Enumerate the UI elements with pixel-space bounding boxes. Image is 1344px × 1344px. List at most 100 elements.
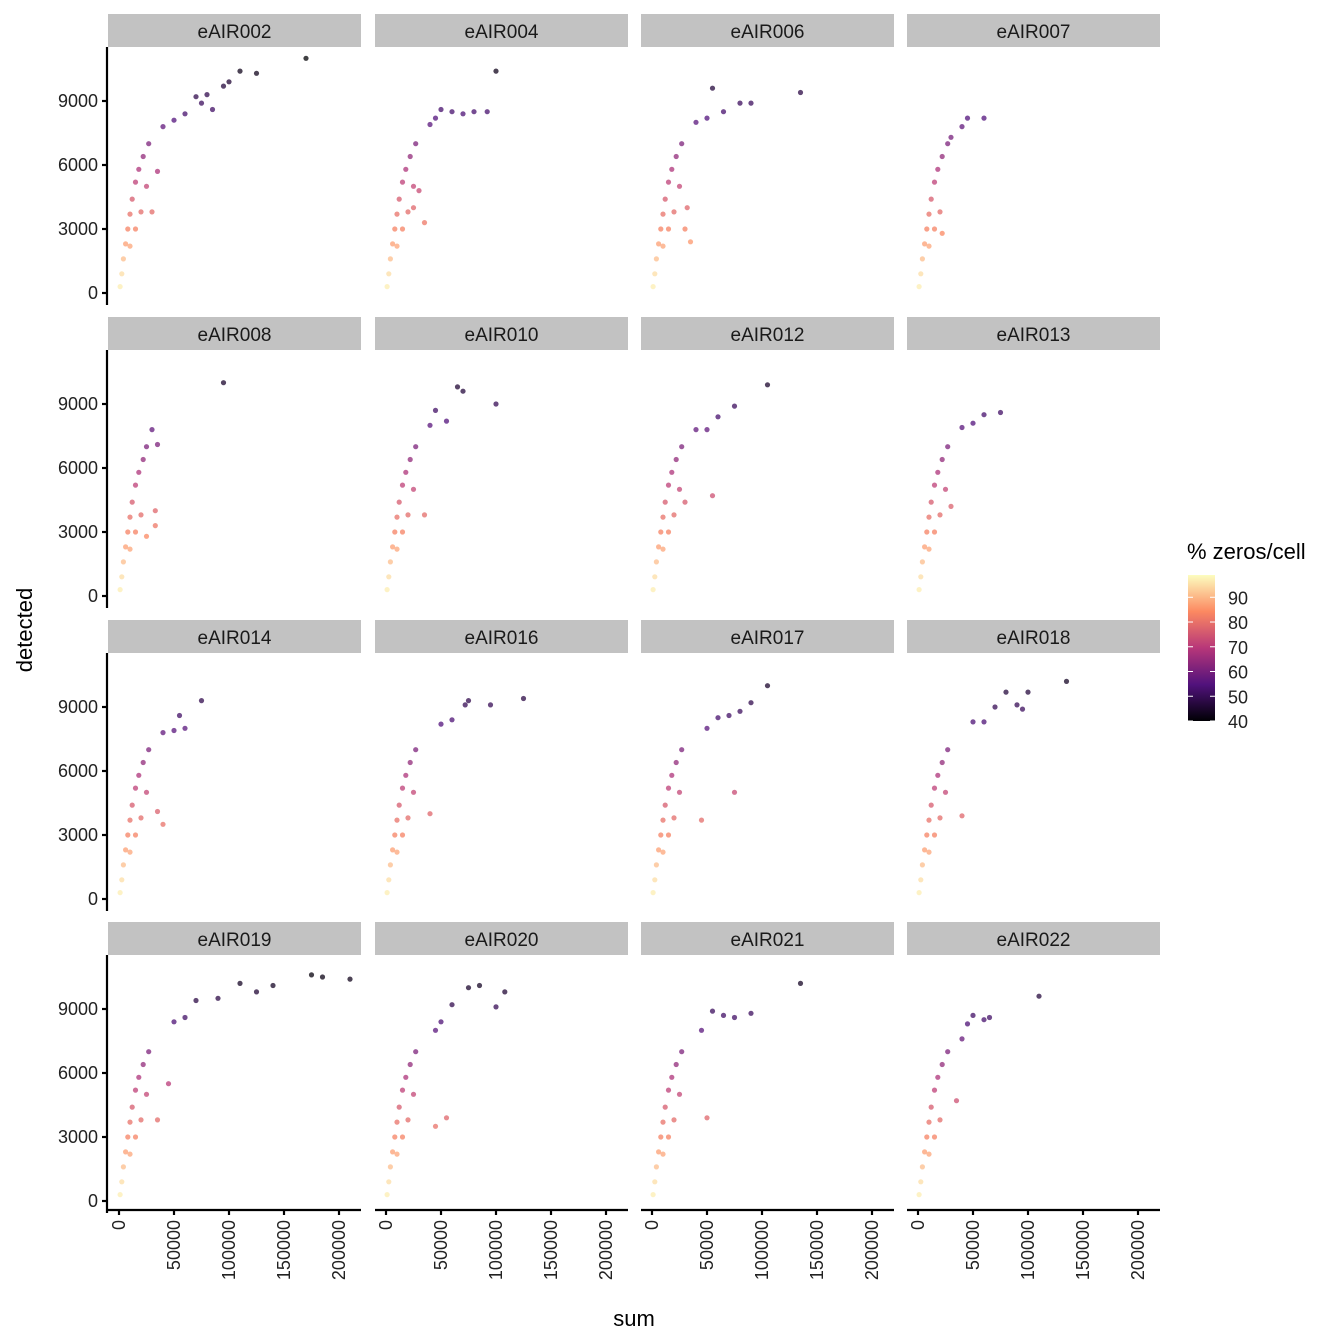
data-point: [119, 1179, 125, 1185]
y-tick-label: 0: [88, 586, 98, 606]
data-point: [390, 241, 396, 247]
data-point: [220, 83, 227, 89]
data-point: [919, 256, 926, 262]
x-tick-label: 50000: [697, 1220, 717, 1270]
data-point: [136, 1074, 142, 1080]
data-point: [143, 533, 150, 539]
data-point: [493, 401, 499, 407]
data-point: [918, 271, 924, 277]
data-point: [959, 1036, 965, 1042]
data-point: [270, 982, 276, 989]
data-point: [154, 441, 161, 448]
data-point: [684, 205, 690, 211]
y-tick-label: 3000: [58, 219, 98, 239]
data-point: [220, 380, 227, 386]
data-point: [138, 209, 144, 215]
facet-strip-label: eAIR010: [465, 325, 539, 346]
facet-panel-eAIR006: eAIR006: [641, 14, 894, 290]
data-point: [665, 1134, 672, 1140]
data-point: [926, 849, 932, 855]
data-point: [970, 420, 976, 426]
data-point: [653, 1164, 660, 1170]
data-point: [154, 1117, 161, 1123]
data-point: [127, 849, 133, 855]
data-point: [152, 523, 158, 529]
facet-panels: eAIR002 0 3000 6000 9000 eAIR004 eAIR006 eAIR00…: [58, 14, 1160, 1280]
data-point: [520, 695, 527, 702]
data-point: [396, 499, 402, 505]
facet-strip-label: eAIR006: [731, 22, 805, 43]
facet-strip: [375, 317, 628, 350]
data-point: [384, 890, 390, 896]
data-point: [443, 1115, 450, 1121]
data-point: [748, 700, 754, 706]
data-point: [922, 241, 928, 247]
data-point: [132, 226, 139, 232]
data-point: [394, 817, 400, 823]
data-point: [931, 482, 938, 488]
x-tick-label: 150000: [541, 1220, 561, 1280]
data-point: [427, 422, 433, 428]
data-point: [931, 529, 938, 535]
data-point: [660, 211, 666, 217]
data-point: [676, 1091, 683, 1097]
data-point: [764, 683, 771, 689]
data-point: [193, 997, 199, 1004]
data-point: [945, 444, 951, 450]
x-tick-label: 0: [109, 1220, 129, 1230]
data-point: [671, 512, 677, 518]
data-point: [394, 243, 400, 249]
x-tick-label: 50000: [164, 1220, 184, 1270]
data-point: [413, 444, 419, 450]
facet-strip-label: eAIR014: [198, 628, 272, 649]
facet-strip: [907, 922, 1160, 955]
data-point: [662, 499, 668, 505]
data-point: [970, 1012, 976, 1019]
x-tick-label: 150000: [807, 1220, 827, 1280]
facet-panel-eAIR010: eAIR010: [375, 317, 628, 593]
facet-panel-eAIR019: eAIR019 0 3000 6000 9000 0 50000 100000 150000 20…: [58, 922, 361, 1280]
data-point: [942, 789, 949, 795]
data-point: [964, 115, 971, 121]
data-point: [924, 1134, 930, 1140]
y-tick-label: 6000: [58, 1063, 98, 1083]
data-point: [143, 183, 150, 189]
data-point: [945, 141, 951, 147]
facet-strip: [907, 14, 1160, 47]
data-point: [704, 725, 710, 731]
data-point: [493, 1004, 499, 1010]
data-point: [715, 715, 721, 721]
data-point: [427, 121, 433, 128]
data-point: [660, 546, 666, 552]
data-point: [149, 427, 155, 433]
data-point: [399, 179, 406, 185]
data-point: [432, 115, 439, 121]
data-point: [1063, 678, 1070, 685]
data-point: [127, 211, 133, 217]
data-point: [926, 546, 932, 552]
data-point: [662, 1104, 668, 1110]
data-point: [1025, 689, 1031, 695]
data-point: [964, 1021, 971, 1027]
data-point: [709, 493, 716, 499]
facet-strip: [641, 14, 894, 47]
data-point: [928, 1104, 934, 1110]
data-point: [959, 813, 965, 819]
data-point: [916, 1192, 922, 1198]
data-point: [656, 1149, 662, 1155]
data-point: [405, 815, 411, 821]
y-tick-label: 9000: [58, 999, 98, 1019]
data-point: [924, 529, 930, 535]
facet-panel-eAIR008: eAIR008 0 3000 6000 9000: [58, 317, 361, 608]
data-point: [676, 486, 683, 492]
data-point: [154, 168, 161, 174]
data-point: [931, 179, 938, 185]
data-point: [319, 974, 326, 980]
legend-label: 50: [1228, 687, 1248, 707]
data-point: [407, 456, 413, 463]
data-point: [919, 559, 926, 565]
data-point: [476, 982, 483, 989]
data-point: [981, 412, 987, 418]
data-point: [671, 815, 677, 821]
data-point: [919, 862, 926, 868]
